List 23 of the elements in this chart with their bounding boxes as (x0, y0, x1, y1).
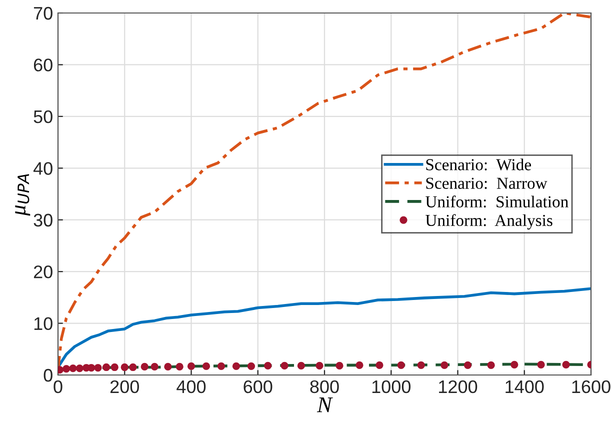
y-axis-title: μ$_{UPA}$ (15, 174, 30, 216)
x-tick-label: 1600 (572, 380, 610, 394)
legend-label: Uniform: Analysis (426, 214, 552, 230)
y-tick-label: 10 (34, 317, 52, 330)
y-tick-label: 70 (34, 6, 52, 20)
y-tick-label: 60 (34, 58, 52, 72)
x-tick-label: 1200 (439, 380, 478, 394)
y-tick-label: 30 (34, 214, 52, 227)
x-tick-label: 1400 (506, 380, 544, 394)
x-tick-label: 400 (176, 380, 206, 394)
y-tick-label: 50 (34, 110, 52, 124)
x-axis-title: N (316, 398, 333, 412)
y-tick-label: 40 (33, 162, 52, 175)
x-tick-label: 600 (244, 380, 272, 394)
x-tick-label: 1000 (372, 380, 411, 394)
x-tick-label: 200 (110, 380, 139, 394)
legend-label: Scenario: Narrow (426, 178, 548, 189)
x-tick-label: 800 (310, 380, 339, 394)
y-tick-label: 20 (34, 266, 52, 278)
legend-label: Scenario: Wide (426, 158, 531, 170)
legend-label: Uniform: Simulation (426, 196, 568, 208)
y-tick-label: 0 (44, 368, 52, 382)
x-tick-label: 0 (54, 380, 62, 394)
